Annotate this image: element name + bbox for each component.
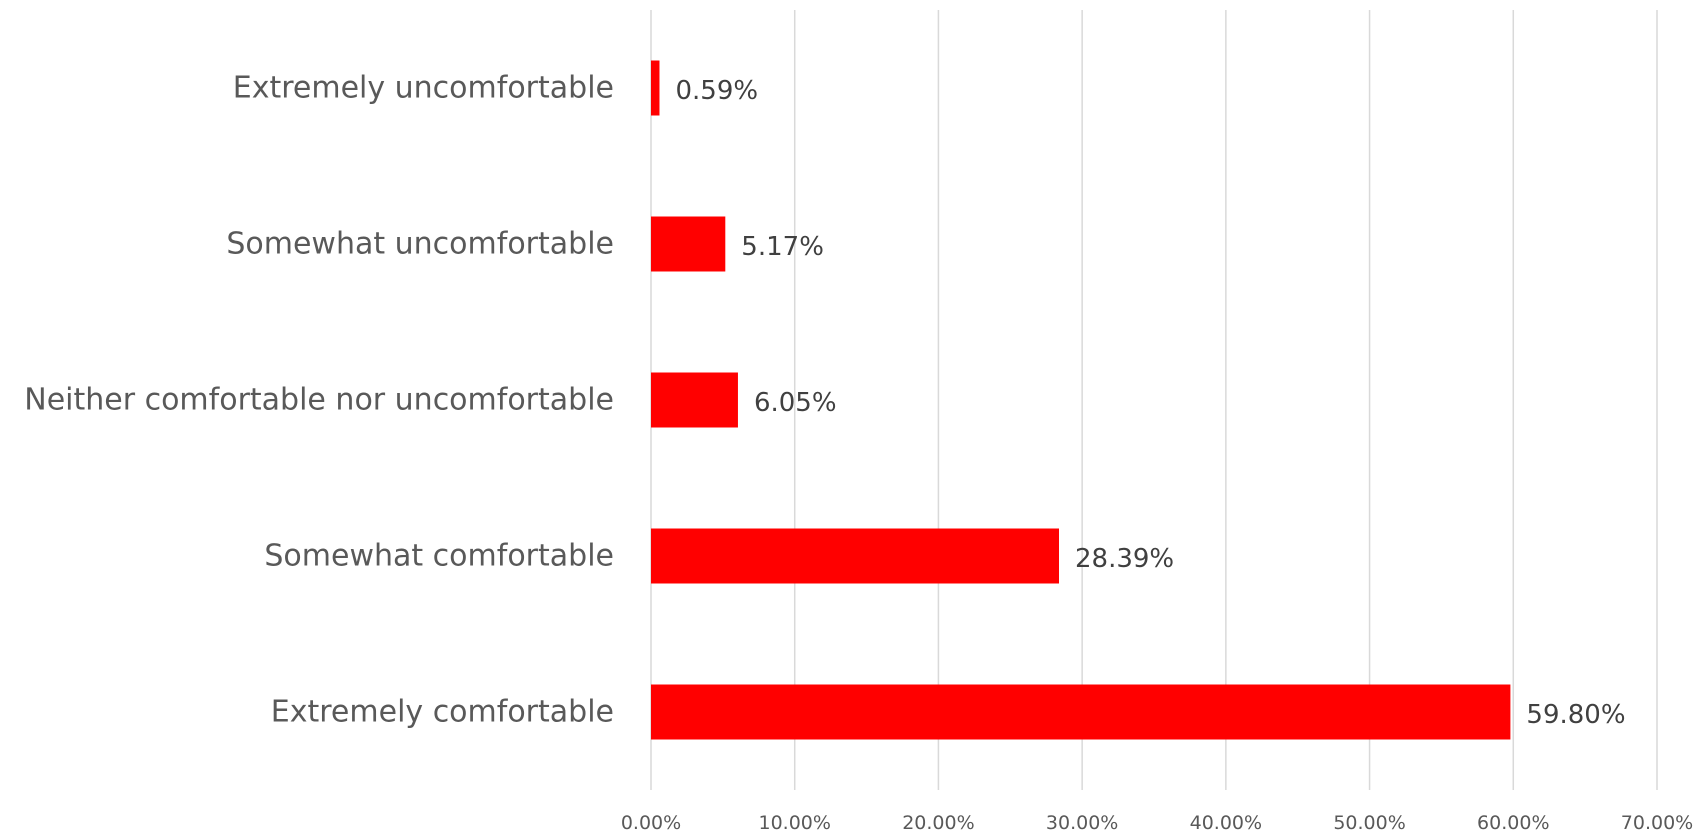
x-tick-label: 30.00% bbox=[1046, 812, 1118, 833]
data-label: 6.05% bbox=[754, 388, 837, 418]
x-axis-tick-labels: 0.00% 10.00% 20.00% 30.00% 40.00% 50.00% 60.00… bbox=[621, 812, 1693, 833]
bars bbox=[651, 60, 1511, 740]
category-label: Somewhat comfortable bbox=[264, 539, 614, 574]
category-label: Extremely uncomfortable bbox=[233, 71, 614, 106]
x-tick-label: 20.00% bbox=[902, 812, 974, 833]
bar bbox=[651, 528, 1060, 584]
category-label: Neither comfortable nor uncomfortable bbox=[24, 383, 614, 418]
x-tick-label: 10.00% bbox=[758, 812, 830, 833]
bar bbox=[651, 216, 726, 272]
x-tick-label: 60.00% bbox=[1477, 812, 1549, 833]
x-tick-label: 70.00% bbox=[1621, 812, 1693, 833]
bar bbox=[651, 60, 660, 116]
category-labels: Extremely uncomfortable Somewhat uncomfor… bbox=[24, 71, 614, 730]
data-label: 59.80% bbox=[1526, 700, 1625, 730]
data-label: 5.17% bbox=[741, 232, 824, 262]
category-label: Extremely comfortable bbox=[271, 695, 614, 730]
bar bbox=[651, 684, 1511, 740]
bar bbox=[651, 372, 738, 428]
x-tick-label: 0.00% bbox=[621, 812, 681, 833]
category-label: Somewhat uncomfortable bbox=[226, 227, 614, 262]
x-tick-label: 40.00% bbox=[1190, 812, 1262, 833]
data-labels: 0.59% 5.17% 6.05% 28.39% 59.80% bbox=[675, 76, 1625, 730]
data-label: 0.59% bbox=[675, 76, 758, 106]
gridlines bbox=[650, 10, 1658, 790]
x-tick-label: 50.00% bbox=[1333, 812, 1405, 833]
data-label: 28.39% bbox=[1075, 544, 1174, 574]
